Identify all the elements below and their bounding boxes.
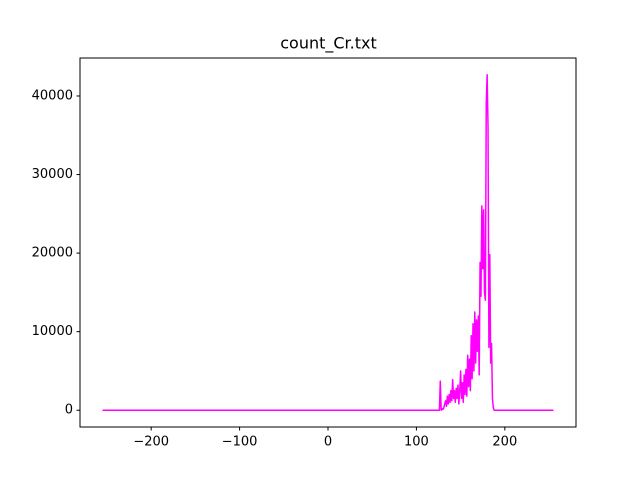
x-tick-label: −100 bbox=[222, 435, 258, 450]
y-tick-label: 40000 bbox=[32, 88, 73, 103]
y-tick-label: 10000 bbox=[32, 324, 73, 339]
plot-area bbox=[102, 74, 554, 411]
y-tick-label: 0 bbox=[65, 403, 73, 418]
x-tick-label: 0 bbox=[324, 435, 332, 450]
data-line bbox=[102, 74, 554, 411]
x-tick-label: −200 bbox=[133, 435, 169, 450]
x-tick-label: 200 bbox=[492, 435, 517, 450]
x-tick-label: 100 bbox=[404, 435, 429, 450]
chart-title: count_Cr.txt bbox=[280, 34, 377, 54]
y-tick-label: 20000 bbox=[32, 246, 73, 261]
y-tick-label: 30000 bbox=[32, 167, 73, 182]
